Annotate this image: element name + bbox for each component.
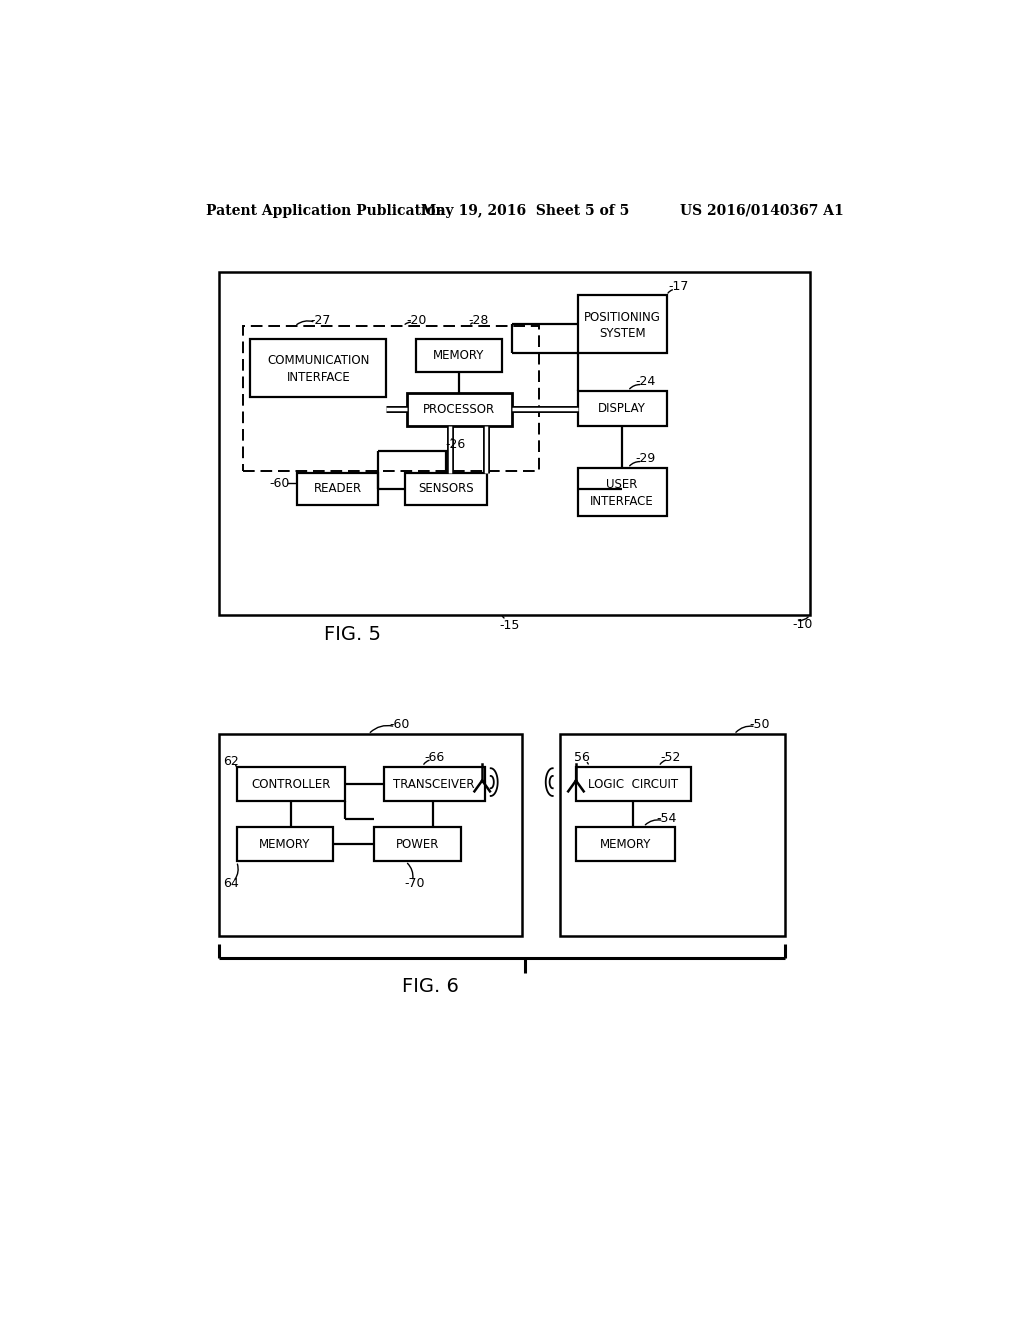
Text: -60: -60 <box>389 718 410 731</box>
Text: 64: 64 <box>223 878 239 890</box>
Text: PROCESSOR: PROCESSOR <box>423 403 496 416</box>
Bar <box>384 767 484 801</box>
Text: -52: -52 <box>660 751 681 764</box>
Bar <box>219 734 521 936</box>
Bar <box>375 826 461 862</box>
Text: INTERFACE: INTERFACE <box>287 371 350 384</box>
Bar <box>251 339 386 397</box>
Bar <box>575 767 690 801</box>
Text: -29: -29 <box>636 453 655 465</box>
Text: MEMORY: MEMORY <box>259 838 310 850</box>
Text: MEMORY: MEMORY <box>433 348 484 362</box>
Text: May 19, 2016  Sheet 5 of 5: May 19, 2016 Sheet 5 of 5 <box>421 203 629 218</box>
Text: -54: -54 <box>656 812 677 825</box>
Text: -10: -10 <box>792 618 812 631</box>
Bar <box>560 734 785 936</box>
Bar <box>578 296 667 354</box>
Bar <box>575 826 675 862</box>
Text: FIG. 5: FIG. 5 <box>325 624 381 644</box>
Text: 62: 62 <box>223 755 239 768</box>
Text: READER: READER <box>313 482 361 495</box>
Text: DISPLAY: DISPLAY <box>598 401 646 414</box>
Text: POSITIONING: POSITIONING <box>584 310 660 323</box>
Bar <box>417 339 502 372</box>
Bar <box>578 469 667 516</box>
Bar <box>243 326 539 471</box>
Text: FIG. 6: FIG. 6 <box>401 977 459 995</box>
Text: -26: -26 <box>444 438 465 451</box>
Text: 56: 56 <box>574 751 590 764</box>
Text: -50: -50 <box>750 718 770 731</box>
Text: USER: USER <box>606 478 638 491</box>
Text: -27: -27 <box>310 314 331 326</box>
Text: CONTROLLER: CONTROLLER <box>251 777 331 791</box>
Text: Patent Application Publication: Patent Application Publication <box>206 203 445 218</box>
Bar <box>219 272 810 615</box>
Text: -70: -70 <box>404 878 425 890</box>
Text: LOGIC  CIRCUIT: LOGIC CIRCUIT <box>588 777 678 791</box>
Bar <box>237 767 345 801</box>
Text: COMMUNICATION: COMMUNICATION <box>267 354 370 367</box>
Bar <box>297 473 378 506</box>
Text: US 2016/0140367 A1: US 2016/0140367 A1 <box>680 203 844 218</box>
Bar <box>406 473 486 506</box>
Text: -15: -15 <box>499 619 519 632</box>
Text: -60: -60 <box>269 477 290 490</box>
Text: -17: -17 <box>668 280 688 293</box>
Bar <box>237 826 334 862</box>
Text: MEMORY: MEMORY <box>600 838 651 850</box>
Text: SENSORS: SENSORS <box>419 482 474 495</box>
Text: -28: -28 <box>468 314 488 326</box>
Text: POWER: POWER <box>396 838 439 850</box>
Text: INTERFACE: INTERFACE <box>590 495 654 508</box>
Text: -24: -24 <box>636 375 655 388</box>
Bar <box>578 391 667 425</box>
Text: -20: -20 <box>407 314 426 326</box>
Text: TRANSCEIVER: TRANSCEIVER <box>393 777 475 791</box>
Bar <box>407 393 512 425</box>
Text: -66: -66 <box>424 751 444 764</box>
Text: SYSTEM: SYSTEM <box>599 327 645 341</box>
